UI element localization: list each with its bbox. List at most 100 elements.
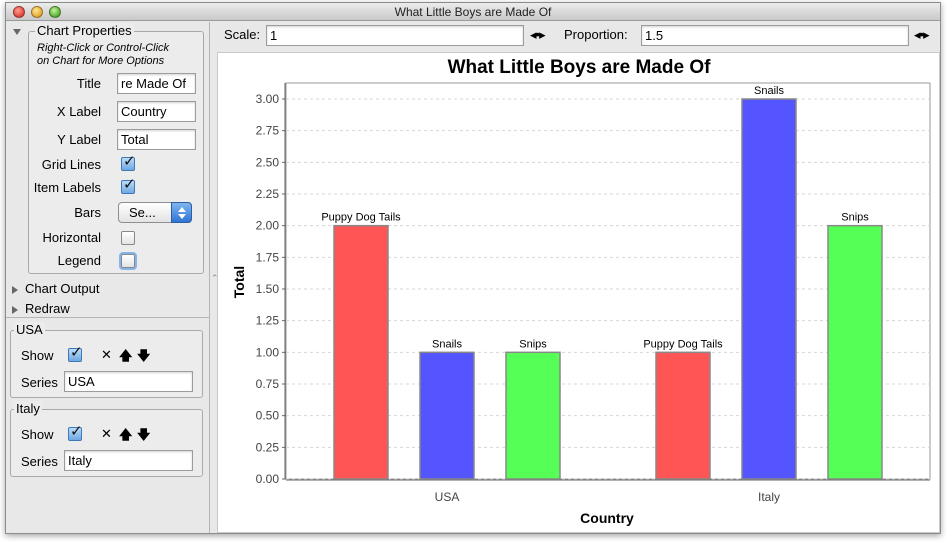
series-label: Series — [21, 375, 58, 390]
y-tick-label: 2.50 — [256, 155, 280, 169]
redraw-section[interactable]: Redraw — [12, 301, 70, 316]
chart-panel[interactable]: What Little Boys are Made Of Country Tot… — [217, 52, 940, 533]
y-tick-label: 0.75 — [256, 377, 280, 391]
y-tick-label: 1.00 — [256, 345, 280, 359]
plot-background — [285, 82, 931, 480]
bars-popup[interactable]: Se... — [118, 202, 192, 223]
close-window-button[interactable] — [13, 6, 25, 18]
y-tick-label: 2.75 — [256, 124, 280, 138]
gridlines-checkbox[interactable]: ✓ — [121, 153, 136, 171]
chart-title: What Little Boys are Made Of — [448, 57, 712, 78]
show-checkbox-usa[interactable]: ✓ — [68, 344, 83, 362]
bar-item-label: Snails — [432, 338, 462, 350]
y-tick-label: 0.50 — [256, 409, 280, 423]
arrow-up-icon[interactable]: 🡅 — [119, 427, 133, 442]
updown-arrows-icon — [171, 202, 192, 223]
y-tick-label: 1.25 — [256, 314, 280, 328]
zoom-window-button[interactable] — [49, 6, 61, 18]
title-bar: What Little Boys are Made Of — [6, 3, 940, 21]
scale-field[interactable]: 1 — [266, 25, 524, 46]
bars-label: Bars — [74, 205, 101, 220]
xlabel-label: X Label — [56, 104, 101, 119]
chart-output-label: Chart Output — [25, 281, 100, 296]
gridlines-label: Grid Lines — [41, 157, 101, 172]
chart-properties-header: Chart Properties — [35, 23, 134, 38]
series-panel-header: USA — [14, 322, 45, 337]
series-panel-usa: USA Show ✓ ✕ 🡅 🡇 Series USA — [10, 322, 203, 398]
splitter-handle[interactable]: ⌃ — [211, 273, 219, 283]
x-category-label: Italy — [758, 490, 780, 504]
checkmark-icon: ✓ — [70, 423, 83, 440]
bar-item-label: Puppy Dog Tails — [643, 338, 723, 350]
bar-chart[interactable]: What Little Boys are Made Of Country Tot… — [218, 53, 941, 534]
expand-chart-output-icon[interactable] — [12, 285, 18, 294]
arrow-up-icon[interactable]: 🡅 — [119, 348, 133, 363]
y-tick-label: 2.00 — [256, 219, 280, 233]
y-tick-label: 3.00 — [256, 92, 280, 106]
x-icon[interactable]: ✕ — [101, 426, 112, 441]
y-tick-label: 1.75 — [256, 250, 280, 264]
legend-checkbox[interactable] — [121, 254, 135, 268]
arrow-down-icon[interactable]: 🡇 — [137, 427, 151, 442]
itemlabels-checkbox[interactable]: ✓ — [121, 176, 136, 194]
bar — [419, 351, 475, 480]
y-tick-label: 0.25 — [256, 440, 280, 454]
horizontal-checkbox[interactable] — [121, 231, 135, 245]
series-panel-italy: Italy Show ✓ ✕ 🡅 🡇 Series Italy — [10, 401, 203, 477]
scale-stepper[interactable]: ◂•▸ — [530, 27, 546, 42]
show-label: Show — [21, 348, 54, 363]
show-checkbox-italy[interactable]: ✓ — [68, 423, 83, 441]
y-tick-label: 2.25 — [256, 187, 280, 201]
bar-item-label: Snips — [841, 212, 869, 224]
expand-redraw-icon[interactable] — [12, 305, 18, 314]
collapse-chart-properties-icon[interactable] — [13, 29, 21, 35]
legend-label: Legend — [57, 253, 101, 268]
bar — [333, 224, 389, 480]
title-label: Title — [76, 76, 101, 91]
show-label: Show — [21, 427, 54, 442]
redraw-label: Redraw — [25, 301, 70, 316]
bar-item-label: Snails — [754, 85, 784, 97]
xlabel-field[interactable]: Country — [117, 101, 196, 122]
ylabel-field[interactable]: Total — [117, 129, 196, 150]
properties-sidebar: Chart Properties Right-Click or Control-… — [6, 22, 210, 533]
chart-output-section[interactable]: Chart Output — [12, 281, 99, 296]
bar — [655, 351, 711, 480]
proportion-label: Proportion: — [564, 27, 628, 42]
app-window: What Little Boys are Made Of Chart Prope… — [5, 2, 941, 534]
hint-line-1: Right-Click or Control-Click — [37, 42, 170, 54]
top-toolbar: Scale: 1 ◂•▸ Proportion: 1.5 ◂•▸ — [215, 24, 940, 48]
ylabel-label: Y Label — [57, 132, 101, 147]
checkmark-icon: ✓ — [123, 176, 136, 193]
x-icon[interactable]: ✕ — [101, 347, 112, 362]
checkmark-icon: ✓ — [123, 153, 136, 170]
y-tick-label: 1.50 — [256, 282, 280, 296]
minimize-window-button[interactable] — [31, 6, 43, 18]
arrow-down-icon[interactable]: 🡇 — [137, 348, 151, 363]
checkmark-icon: ✓ — [70, 344, 83, 361]
series-name-field-usa[interactable]: USA — [64, 371, 193, 392]
bars-popup-value: Se... — [129, 205, 156, 220]
x-category-label: USA — [435, 490, 460, 504]
chart-properties-group: Chart Properties Right-Click or Control-… — [28, 23, 204, 274]
bar-item-label: Snips — [519, 338, 547, 350]
series-name-field-italy[interactable]: Italy — [64, 450, 193, 471]
proportion-field[interactable]: 1.5 — [641, 25, 909, 46]
bar — [505, 351, 561, 480]
y-tick-label: 0.00 — [256, 472, 280, 486]
plot-area: 0.00 0.25 0.50 0.75 1.00 1.25 1.50 1.75 2.00 2.25… — [256, 82, 931, 504]
proportion-stepper[interactable]: ◂•▸ — [914, 27, 930, 42]
y-axis-title: Total — [231, 266, 247, 298]
title-field[interactable]: re Made Of — [117, 73, 196, 94]
series-panel-header: Italy — [14, 401, 42, 416]
x-axis-title: Country — [580, 510, 634, 526]
itemlabels-label: Item Labels — [33, 180, 101, 195]
chart-properties-hint: Right-Click or Control-Click on Chart fo… — [37, 42, 169, 68]
hint-line-2: on Chart for More Options — [37, 55, 165, 67]
scale-label: Scale: — [224, 27, 261, 42]
horizontal-label: Horizontal — [42, 230, 101, 245]
series-label: Series — [21, 454, 58, 469]
bar-item-label: Puppy Dog Tails — [321, 212, 401, 224]
bar — [741, 98, 797, 480]
divider — [6, 317, 210, 318]
